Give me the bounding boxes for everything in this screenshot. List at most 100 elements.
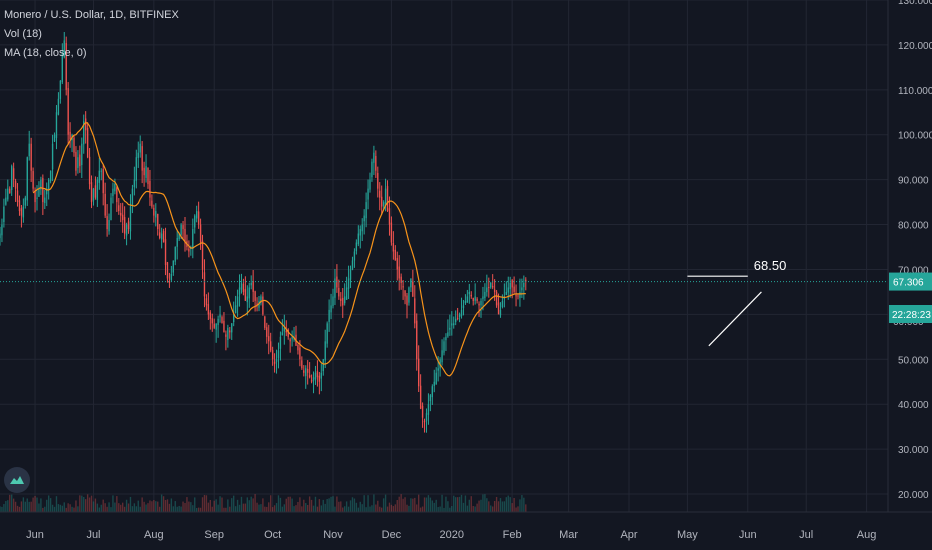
volume-bar bbox=[120, 504, 122, 512]
candle-body bbox=[36, 197, 38, 199]
candle-body bbox=[63, 40, 65, 58]
volume-bar bbox=[207, 502, 210, 512]
price-tick-label: 30.000 bbox=[898, 445, 929, 456]
tradingview-logo-button[interactable] bbox=[4, 467, 30, 493]
volume-bar bbox=[184, 502, 186, 512]
volume-bar bbox=[484, 494, 486, 512]
volume-bar bbox=[357, 507, 359, 512]
volume-bar bbox=[431, 500, 433, 512]
volume-bar bbox=[11, 494, 13, 512]
candle-body bbox=[345, 287, 348, 300]
last-price-label: 67.306 bbox=[889, 272, 932, 291]
time-tick-label: Oct bbox=[264, 529, 281, 541]
price-tick-label: 130.000 bbox=[898, 0, 932, 7]
candle-body bbox=[287, 329, 289, 337]
candle-body bbox=[192, 229, 194, 249]
volume-bar bbox=[42, 507, 44, 512]
candle-body bbox=[435, 372, 437, 385]
volume-bar bbox=[285, 498, 287, 512]
candle-body bbox=[379, 190, 381, 198]
volume-bar bbox=[503, 501, 506, 512]
candle-body bbox=[441, 350, 443, 363]
ma-legend[interactable]: MA (18, close, 0) bbox=[4, 47, 87, 59]
candle-body bbox=[262, 296, 264, 315]
candle-body bbox=[314, 372, 317, 380]
volume-bar bbox=[229, 506, 231, 512]
candle-body bbox=[0, 233, 1, 239]
candle-body bbox=[332, 296, 334, 306]
candle-body bbox=[390, 222, 393, 243]
volume-bar bbox=[205, 495, 208, 512]
candle-body bbox=[14, 181, 17, 189]
candle-body bbox=[162, 231, 165, 243]
candle-body bbox=[490, 282, 492, 288]
candle-body bbox=[511, 280, 513, 288]
volume-bar bbox=[213, 500, 215, 512]
volume-bar bbox=[98, 507, 100, 512]
volume-bar bbox=[40, 498, 42, 512]
volume-bar bbox=[458, 496, 461, 512]
volume-bar bbox=[371, 505, 373, 512]
volume-bar bbox=[355, 502, 358, 512]
volume-bar bbox=[418, 494, 420, 512]
candle-body bbox=[145, 166, 147, 178]
candle-body bbox=[46, 188, 48, 195]
candle-body bbox=[525, 279, 527, 282]
volume-bar bbox=[291, 498, 293, 512]
candle-body bbox=[359, 229, 361, 236]
volume-bar bbox=[71, 506, 73, 512]
candle-body bbox=[211, 318, 213, 324]
volume-bar bbox=[51, 504, 54, 512]
candle-body bbox=[234, 305, 237, 314]
volume-bar bbox=[88, 497, 91, 512]
volume-bar bbox=[480, 499, 482, 512]
volume-bar bbox=[342, 507, 344, 512]
candle-body bbox=[51, 143, 54, 170]
candle-body bbox=[244, 289, 247, 301]
candle-body bbox=[176, 238, 178, 247]
volume-bar bbox=[455, 497, 457, 512]
volume-bar bbox=[192, 505, 194, 512]
volume-bar bbox=[275, 503, 278, 512]
candle-body bbox=[157, 213, 159, 230]
volume-bar bbox=[49, 498, 52, 512]
candle-body bbox=[28, 143, 30, 157]
volume-bar bbox=[186, 497, 188, 512]
candle-body bbox=[353, 251, 356, 261]
candle-body bbox=[478, 303, 480, 306]
candle-body bbox=[493, 289, 496, 292]
candle-body bbox=[5, 197, 7, 205]
volume-bar bbox=[408, 505, 410, 512]
candle-body bbox=[517, 295, 519, 297]
volume-bar bbox=[108, 502, 110, 512]
candle-body bbox=[83, 121, 85, 145]
time-axis[interactable]: Jun Jul Aug Sep Oct Nov Dec 2020 Feb Mar Apr May Jun… bbox=[26, 529, 876, 541]
volume-bar bbox=[384, 494, 387, 512]
candle-body bbox=[486, 287, 488, 293]
volume-bar bbox=[299, 497, 301, 512]
candle-body bbox=[149, 180, 151, 198]
symbol-title[interactable]: Monero / U.S. Dollar, 1D, BITFINEX bbox=[4, 9, 179, 21]
time-tick-label: Feb bbox=[503, 529, 522, 541]
candle-body bbox=[460, 309, 463, 316]
candle-body bbox=[79, 154, 81, 167]
volume-bar bbox=[94, 498, 97, 512]
candle-body bbox=[11, 166, 13, 190]
volume-bar bbox=[287, 496, 289, 512]
volume-legend[interactable]: Vol (18) bbox=[4, 28, 42, 40]
volume-bar bbox=[1, 506, 3, 512]
volume-bar bbox=[388, 502, 391, 512]
volume-bar bbox=[525, 504, 527, 512]
price-tick-label: 20.000 bbox=[898, 490, 929, 501]
volume-bar bbox=[260, 504, 262, 512]
candle-body bbox=[334, 278, 336, 298]
trend-line[interactable] bbox=[708, 291, 762, 347]
candle-body bbox=[12, 168, 15, 180]
candle-body bbox=[371, 161, 373, 178]
candle-body bbox=[406, 295, 408, 306]
volume-bar bbox=[293, 506, 295, 512]
candle-body bbox=[367, 188, 369, 200]
candle-body bbox=[98, 170, 100, 183]
candle-body bbox=[88, 156, 91, 185]
